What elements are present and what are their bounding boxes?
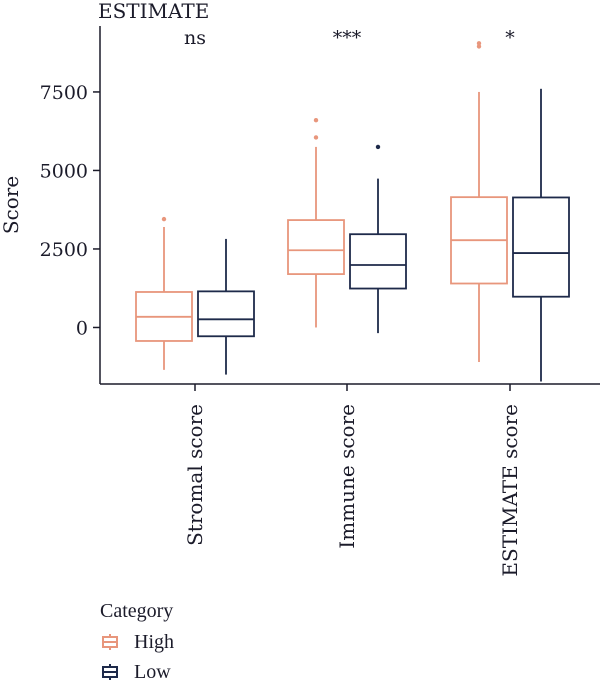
y-axis-label: Score	[0, 176, 23, 234]
y-tick-label: 5000	[40, 160, 88, 182]
box-plot-chart: ESTIMATE Score 0 2500 5000 7500 Stromal score n…	[0, 0, 600, 577]
y-tick-label: 0	[76, 317, 88, 339]
legend-key-high-icon	[100, 632, 120, 652]
box	[287, 219, 345, 275]
outlier-point	[313, 135, 319, 140]
chart-title: ESTIMATE	[98, 0, 209, 23]
x-tick-label: ESTIMATE score	[498, 404, 522, 577]
x-tick-label: Immune score	[335, 404, 359, 549]
outlier-point	[375, 144, 381, 150]
legend: Category High Low	[100, 600, 400, 684]
outlier-point	[161, 216, 167, 222]
legend-label-low: Low	[134, 660, 171, 683]
significance-label: *	[505, 27, 515, 49]
legend-item-low: Low	[100, 657, 400, 687]
y-tick-label: 7500	[40, 82, 88, 104]
significance-label: ***	[333, 27, 362, 49]
outlier-point	[476, 44, 482, 49]
legend-title: Category	[100, 600, 174, 622]
box	[349, 233, 407, 290]
legend-item-high: High	[100, 627, 400, 657]
box	[197, 290, 255, 338]
outlier-point	[313, 118, 319, 123]
x-tick-label: Stromal score	[183, 404, 207, 546]
legend-key-low-icon	[100, 662, 120, 682]
box	[512, 196, 570, 298]
legend-label-high: High	[134, 630, 174, 653]
significance-label: ns	[184, 27, 206, 49]
outlier-point	[476, 41, 482, 46]
y-tick-label: 2500	[40, 239, 88, 261]
